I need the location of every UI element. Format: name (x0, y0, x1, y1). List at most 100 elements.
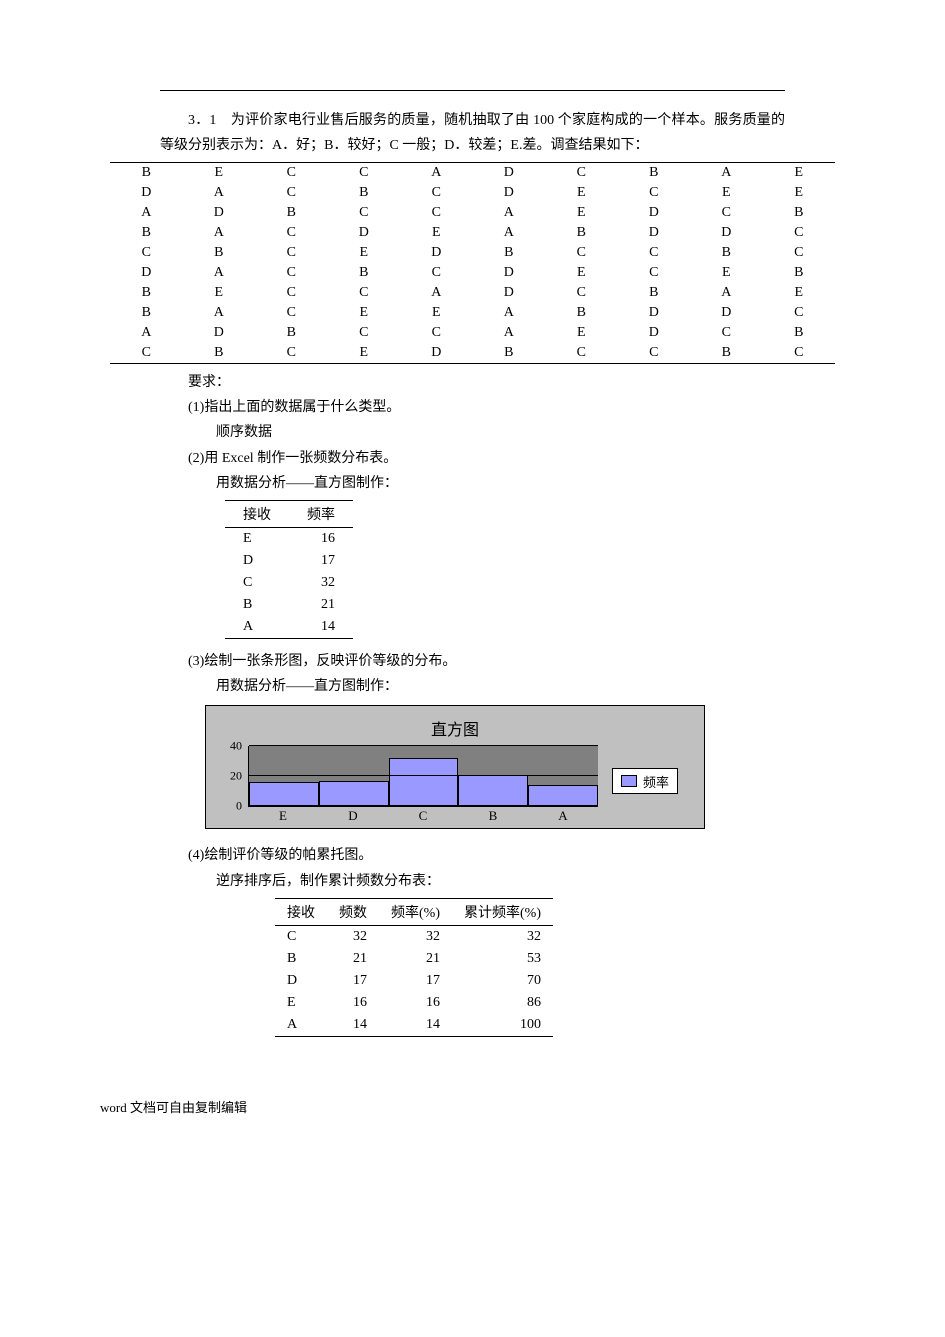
cum-cell: A (275, 1014, 327, 1037)
cum-cell: 32 (452, 925, 553, 948)
freq-header-label: 接收 (225, 500, 289, 527)
table-row: D17 (225, 550, 353, 572)
data-cell: A (183, 263, 256, 283)
chart-title: 直方图 (218, 716, 692, 740)
freq-header-value: 频率 (289, 500, 353, 527)
y-tick-label: 0 (236, 799, 242, 814)
data-cell: C (545, 283, 618, 303)
bar (249, 782, 319, 806)
table-row: DACBCDECEB (110, 263, 835, 283)
data-cell: D (328, 223, 401, 243)
data-cell: C (255, 163, 328, 184)
data-cell: C (400, 263, 473, 283)
data-cell: E (400, 223, 473, 243)
legend-label: 频率 (643, 772, 669, 791)
freq-label: C (225, 572, 289, 594)
data-cell: A (473, 203, 546, 223)
data-cell: B (328, 263, 401, 283)
freq-value: 21 (289, 594, 353, 616)
freq-label: A (225, 616, 289, 639)
question-3-block: (3)绘制一张条形图，反映评价等级的分布。 用数据分析——直方图制作： (160, 649, 785, 699)
cum-header-0: 接收 (275, 898, 327, 925)
question-4: (4)绘制评价等级的帕累托图。 (160, 843, 785, 868)
bar (458, 775, 528, 807)
bar-slot (528, 746, 598, 806)
answer-1: 顺序数据 (160, 420, 785, 445)
data-cell: C (400, 203, 473, 223)
top-rule (160, 90, 785, 91)
data-cell: D (618, 223, 691, 243)
data-cell: E (690, 263, 763, 283)
cumulative-table: 接收 频数 频率(%) 累计频率(%) C323232B212153D17177… (275, 898, 553, 1037)
data-cell: E (328, 303, 401, 323)
bar-slot (249, 746, 319, 806)
data-cell: C (328, 283, 401, 303)
table-row: ADBCCAEDCB (110, 323, 835, 343)
data-cell: D (400, 343, 473, 364)
data-cell: C (255, 303, 328, 323)
cumulative-table-header: 接收 频数 频率(%) 累计频率(%) (275, 898, 553, 925)
answer-2: 用数据分析——直方图制作： (160, 471, 785, 496)
data-cell: A (690, 283, 763, 303)
data-cell: D (473, 163, 546, 184)
cum-cell: C (275, 925, 327, 948)
data-cell: A (400, 283, 473, 303)
freq-label: E (225, 527, 289, 550)
data-cell: C (110, 243, 183, 263)
data-cell: B (763, 323, 836, 343)
data-cell: D (110, 263, 183, 283)
cum-cell: B (275, 948, 327, 970)
data-cell: E (763, 283, 836, 303)
cum-cell: E (275, 992, 327, 1014)
data-cell: E (328, 243, 401, 263)
data-cell: C (763, 343, 836, 364)
data-cell: A (110, 323, 183, 343)
data-cell: C (255, 183, 328, 203)
freq-value: 32 (289, 572, 353, 594)
data-cell: C (400, 183, 473, 203)
intro-paragraph: 3．1 为评价家电行业售后服务的质量，随机抽取了由 100 个家庭构成的一个样本… (160, 109, 785, 158)
data-cell: B (545, 223, 618, 243)
freq-value: 16 (289, 527, 353, 550)
table-row: E161686 (275, 992, 553, 1014)
table-row: C32 (225, 572, 353, 594)
cum-cell: 16 (379, 992, 452, 1014)
data-cell: C (618, 243, 691, 263)
y-tick-label: 20 (230, 769, 242, 784)
data-cell: E (545, 323, 618, 343)
table-row: B21 (225, 594, 353, 616)
data-cell: E (690, 183, 763, 203)
data-cell: B (255, 203, 328, 223)
data-cell: C (618, 343, 691, 364)
data-cell: D (473, 263, 546, 283)
bars-container (249, 746, 598, 806)
y-axis-ticks: 02040 (218, 746, 246, 816)
cum-cell: 14 (327, 1014, 379, 1037)
table-row: CBCEDBCCBC (110, 343, 835, 364)
data-cell: B (110, 303, 183, 323)
plot-area (248, 746, 598, 807)
freq-value: 14 (289, 616, 353, 639)
question-4-block: (4)绘制评价等级的帕累托图。 逆序排序后，制作累计频数分布表： (160, 843, 785, 893)
grid-line (249, 745, 598, 746)
data-cell: B (545, 303, 618, 323)
x-tick-label: C (388, 808, 458, 824)
data-cell: B (110, 163, 183, 184)
requirements-block: 要求： (1)指出上面的数据属于什么类型。 顺序数据 (2)用 Excel 制作… (160, 370, 785, 496)
data-cell: C (255, 223, 328, 243)
data-cell: D (690, 303, 763, 323)
cum-cell: 100 (452, 1014, 553, 1037)
data-cell: E (545, 263, 618, 283)
data-cell: B (110, 283, 183, 303)
data-cell: C (545, 163, 618, 184)
table-row: E16 (225, 527, 353, 550)
bar-slot (389, 746, 459, 806)
data-cell: C (545, 243, 618, 263)
data-cell: B (690, 343, 763, 364)
bar-slot (319, 746, 389, 806)
data-cell: C (690, 203, 763, 223)
table-row: BECCADCBAE (110, 163, 835, 184)
table-row: BACEEABDDC (110, 303, 835, 323)
data-cell: B (473, 343, 546, 364)
chart-plot: 02040 EDCBA 接收 (218, 746, 598, 816)
